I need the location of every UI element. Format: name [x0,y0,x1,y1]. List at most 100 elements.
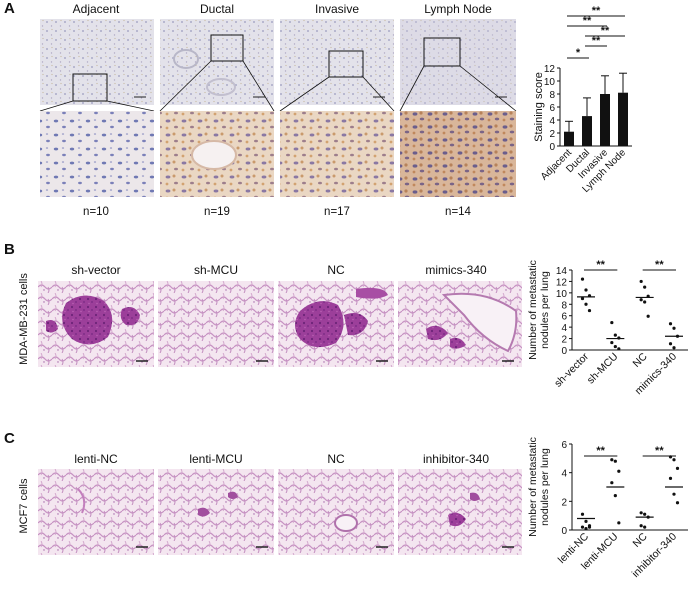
panel-letter-a: A [4,0,15,17]
n-label-invasive: n=17 [324,206,350,218]
point-0-5 [587,308,592,313]
point-1-4 [613,494,617,498]
point-2-1 [643,285,647,289]
column-title-lymph-node: Lymph Node [424,2,492,16]
significance-label-0: ** [596,259,605,271]
significance-label-0: * [576,47,581,59]
ihc-micrograph-grid [39,19,517,197]
point-3-3 [668,476,673,480]
x-tick-label-2: NC [631,530,651,550]
column-title-lenti-mcu: lenti-MCU [189,452,243,466]
point-2-5 [646,314,650,318]
ihc-high-lymph-node [400,111,516,197]
point-0-4 [584,302,588,306]
chart-nodules-mcf7: 0 2 4 6 Number of metastatic nodules per lung… [528,437,688,580]
point-1-1 [613,333,617,337]
point-2-1 [643,512,647,516]
n-label-adjacent: n=10 [83,206,109,218]
point-0-0 [580,277,585,281]
point-3-1 [672,326,676,330]
point-3-0 [668,322,673,326]
point-3-4 [672,492,676,496]
y-tick-label-0: 0 [561,346,567,357]
column-title-invasive: Invasive [314,2,360,16]
point-2-4 [643,300,647,304]
row-label-mda-mb-231: MDA-MB-231 cells [18,273,30,365]
row-label-mcf7: MCF7 cells [18,478,30,534]
panel-letter-c: C [4,430,15,447]
ihc-low-adjacent [40,19,154,105]
y-axis-label-line-0: Number of metastatic [528,260,539,360]
x-tick-label-2: NC [631,350,651,370]
point-1-3 [610,340,614,345]
point-1-5 [617,521,621,525]
column-title-mimics-340: mimics-340 [425,263,487,277]
point-1-1 [613,459,617,463]
column-title-nc-b: NC [327,263,345,277]
y-tick-label-6: 12 [556,277,568,288]
y-tick-label-0: 0 [549,142,555,153]
y-tick-label-2: 4 [561,469,567,480]
significance-label-2: ** [601,25,610,37]
y-tick-label-1: 2 [549,129,555,140]
point-0-3 [580,296,585,301]
column-title-adjacent: Adjacent [72,2,120,16]
point-1-3 [610,481,614,485]
y-tick-label-5: 10 [544,77,556,88]
he-lung-lenti-nc [38,469,154,555]
bar-3 [618,92,628,146]
ihc-high-invasive [280,111,394,197]
point-3-4 [672,346,676,350]
y-tick-label-4: 8 [561,300,567,311]
he-lung-grid-c [38,469,522,555]
he-lung-grid-b [38,281,522,367]
y-tick-label-6: 12 [544,64,556,75]
significance-label-0: ** [596,445,605,457]
significance-label-3: ** [583,15,592,27]
point-1-5 [617,347,621,351]
bar-2 [600,94,610,146]
column-title-sh-mcu: sh-MCU [194,263,238,277]
point-3-5 [675,501,680,505]
y-tick-label-2: 4 [561,323,567,334]
significance-label-4: ** [592,6,601,17]
point-1-2 [617,469,621,473]
point-1-0 [610,458,614,462]
ihc-high-adjacent [40,111,154,197]
point-0-4 [584,526,588,531]
n-label-ductal: n=19 [204,206,230,218]
y-axis-label: Staining score [533,72,545,142]
column-title-ductal: Ductal [199,2,234,16]
bar-1 [582,116,592,146]
point-0-1 [584,288,588,292]
y-tick-label-1: 2 [561,497,567,508]
point-1-0 [610,320,614,325]
y-axis-label-line-0: Number of metastatic [528,437,539,537]
significance-label-1: ** [655,259,664,271]
point-2-0 [639,279,643,284]
point-3-3 [668,342,673,346]
y-tick-label-7: 14 [556,266,568,277]
point-2-0 [639,511,643,515]
panel-letter-b: B [4,241,15,258]
he-lung-lenti-mcu [158,469,274,555]
column-title-nc-c: NC [327,452,345,466]
point-2-4 [643,525,647,529]
n-label-lymph-node: n=14 [445,206,471,218]
y-axis-label-line-1: nodules per lung [539,271,551,349]
point-3-1 [672,458,676,462]
ihc-low-ductal [160,19,274,105]
column-title-lenti-nc: lenti-NC [74,452,118,466]
he-lung-inhibitor-340 [398,469,522,555]
y-tick-label-5: 10 [556,289,568,300]
point-2-3 [639,524,643,528]
y-tick-label-3: 6 [561,440,567,451]
y-tick-label-2: 4 [549,116,555,127]
point-0-5 [587,525,592,529]
x-tick-label-0: sh-vector [552,350,591,389]
point-0-3 [580,525,585,529]
y-tick-label-3: 6 [561,312,567,323]
point-0-1 [584,519,588,523]
x-tick-label-1: sh-MCU [585,351,621,387]
